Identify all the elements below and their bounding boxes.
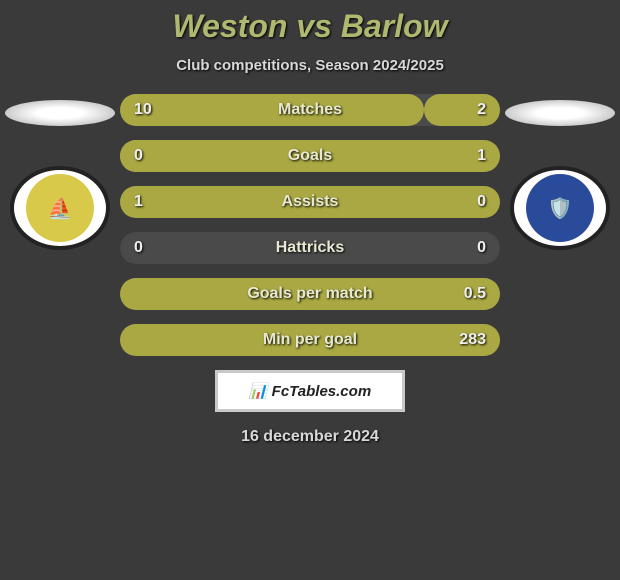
right-column: 🛡️: [500, 94, 620, 250]
stat-right-value: 2: [477, 101, 486, 119]
stat-right-value: 283: [459, 331, 486, 349]
right-club-crest: 🛡️: [510, 166, 610, 250]
fctables-logo[interactable]: 📊 FcTables.com: [215, 370, 405, 412]
stat-bars: 10 Matches 2 0 Goals 1 1 Assists 0: [120, 94, 500, 356]
stat-label: Goals: [120, 147, 500, 165]
page-title: Weston vs Barlow: [172, 8, 447, 45]
stat-label: Hattricks: [120, 239, 500, 257]
stat-label: Assists: [120, 193, 500, 211]
left-club-crest: ⛵: [10, 166, 110, 250]
page-subtitle: Club competitions, Season 2024/2025: [176, 57, 444, 74]
comparison-widget: Weston vs Barlow Club competitions, Seas…: [0, 0, 620, 580]
left-player-placeholder: [5, 100, 115, 126]
date-label: 16 december 2024: [241, 428, 379, 446]
shield-icon: 🛡️: [526, 174, 594, 242]
stat-row-matches: 10 Matches 2: [120, 94, 500, 126]
stat-row-goals: 0 Goals 1: [120, 140, 500, 172]
stat-label: Matches: [120, 101, 500, 119]
stat-label: Min per goal: [120, 331, 500, 349]
stat-label: Goals per match: [120, 285, 500, 303]
ship-icon: ⛵: [26, 174, 94, 242]
stat-right-value: 1: [477, 147, 486, 165]
right-player-placeholder: [505, 100, 615, 126]
stat-right-value: 0: [477, 239, 486, 257]
left-column: ⛵: [0, 94, 120, 250]
stat-row-hattricks: 0 Hattricks 0: [120, 232, 500, 264]
content-row: ⛵ 10 Matches 2 0 Goals 1 1 As: [0, 94, 620, 356]
stat-right-value: 0.5: [464, 285, 486, 303]
stat-right-value: 0: [477, 193, 486, 211]
stat-row-goals-per-match: Goals per match 0.5: [120, 278, 500, 310]
stat-row-assists: 1 Assists 0: [120, 186, 500, 218]
stat-row-min-per-goal: Min per goal 283: [120, 324, 500, 356]
